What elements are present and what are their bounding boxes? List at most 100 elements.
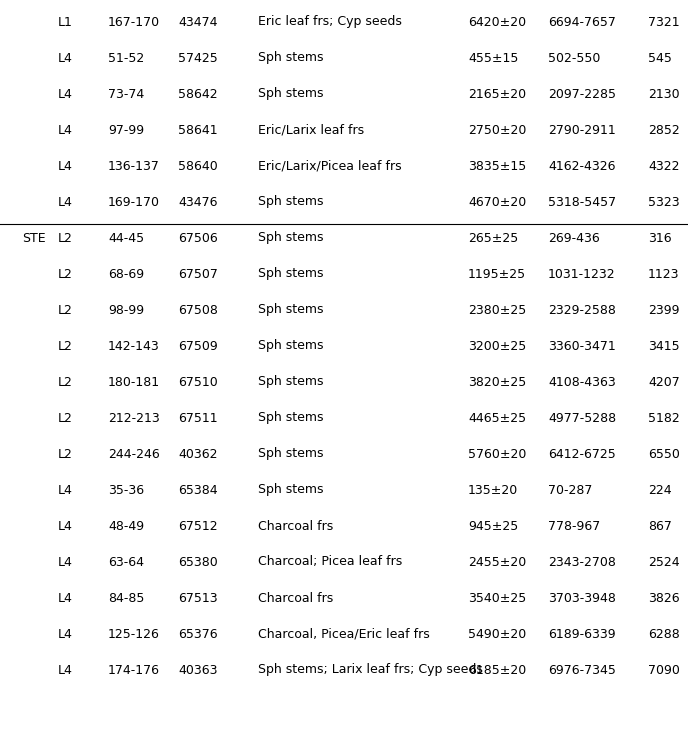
- Text: 455±15: 455±15: [468, 51, 518, 65]
- Text: 5760±20: 5760±20: [468, 447, 526, 461]
- Text: 316: 316: [648, 232, 671, 245]
- Text: 2343-2708: 2343-2708: [548, 556, 616, 568]
- Text: 6185±20: 6185±20: [468, 663, 526, 677]
- Text: 5318-5457: 5318-5457: [548, 195, 616, 209]
- Text: 57425: 57425: [178, 51, 217, 65]
- Text: L4: L4: [58, 663, 73, 677]
- Text: 244-246: 244-246: [108, 447, 160, 461]
- Text: 3200±25: 3200±25: [468, 340, 526, 352]
- Text: 2329-2588: 2329-2588: [548, 303, 616, 317]
- Text: 3540±25: 3540±25: [468, 591, 526, 605]
- Text: Sph stems: Sph stems: [258, 51, 323, 65]
- Text: L4: L4: [58, 628, 73, 640]
- Text: 63-64: 63-64: [108, 556, 144, 568]
- Text: Sph stems: Sph stems: [258, 232, 323, 245]
- Text: 212-213: 212-213: [108, 412, 160, 424]
- Text: 65384: 65384: [178, 484, 217, 496]
- Text: 2750±20: 2750±20: [468, 123, 526, 137]
- Text: Charcoal frs: Charcoal frs: [258, 519, 333, 533]
- Text: 73-74: 73-74: [108, 88, 144, 100]
- Text: L4: L4: [58, 195, 73, 209]
- Text: 167-170: 167-170: [108, 16, 160, 28]
- Text: Eric leaf frs; Cyp seeds: Eric leaf frs; Cyp seeds: [258, 16, 402, 28]
- Text: 4977-5288: 4977-5288: [548, 412, 616, 424]
- Text: Charcoal; Picea leaf frs: Charcoal; Picea leaf frs: [258, 556, 402, 568]
- Text: 6412-6725: 6412-6725: [548, 447, 616, 461]
- Text: L2: L2: [58, 268, 73, 280]
- Text: 5323: 5323: [648, 195, 680, 209]
- Text: L4: L4: [58, 88, 73, 100]
- Text: 6694-7657: 6694-7657: [548, 16, 616, 28]
- Text: 1195±25: 1195±25: [468, 268, 526, 280]
- Text: Sph stems: Sph stems: [258, 412, 323, 424]
- Text: 48-49: 48-49: [108, 519, 144, 533]
- Text: 43474: 43474: [178, 16, 217, 28]
- Text: 6550: 6550: [648, 447, 680, 461]
- Text: 6288: 6288: [648, 628, 680, 640]
- Text: 67512: 67512: [178, 519, 217, 533]
- Text: L2: L2: [58, 232, 73, 245]
- Text: 778-967: 778-967: [548, 519, 600, 533]
- Text: 3415: 3415: [648, 340, 680, 352]
- Text: 3703-3948: 3703-3948: [548, 591, 616, 605]
- Text: 867: 867: [648, 519, 672, 533]
- Text: 58641: 58641: [178, 123, 217, 137]
- Text: 174-176: 174-176: [108, 663, 160, 677]
- Text: L2: L2: [58, 447, 73, 461]
- Text: L4: L4: [58, 484, 73, 496]
- Text: 4670±20: 4670±20: [468, 195, 526, 209]
- Text: L2: L2: [58, 375, 73, 389]
- Text: 40362: 40362: [178, 447, 217, 461]
- Text: 2097-2285: 2097-2285: [548, 88, 616, 100]
- Text: 67508: 67508: [178, 303, 218, 317]
- Text: Sph stems: Sph stems: [258, 303, 323, 317]
- Text: Sph stems: Sph stems: [258, 484, 323, 496]
- Text: 67506: 67506: [178, 232, 217, 245]
- Text: L4: L4: [58, 51, 73, 65]
- Text: 70-287: 70-287: [548, 484, 592, 496]
- Text: 224: 224: [648, 484, 671, 496]
- Text: 945±25: 945±25: [468, 519, 518, 533]
- Text: 67510: 67510: [178, 375, 217, 389]
- Text: Sph stems: Sph stems: [258, 195, 323, 209]
- Text: 502-550: 502-550: [548, 51, 601, 65]
- Text: 4207: 4207: [648, 375, 680, 389]
- Text: 2399: 2399: [648, 303, 680, 317]
- Text: 67509: 67509: [178, 340, 217, 352]
- Text: 6189-6339: 6189-6339: [548, 628, 616, 640]
- Text: L2: L2: [58, 412, 73, 424]
- Text: 35-36: 35-36: [108, 484, 144, 496]
- Text: 3820±25: 3820±25: [468, 375, 526, 389]
- Text: 169-170: 169-170: [108, 195, 160, 209]
- Text: L4: L4: [58, 591, 73, 605]
- Text: 2524: 2524: [648, 556, 680, 568]
- Text: L4: L4: [58, 556, 73, 568]
- Text: 3835±15: 3835±15: [468, 160, 526, 172]
- Text: 4108-4363: 4108-4363: [548, 375, 616, 389]
- Text: 269-436: 269-436: [548, 232, 600, 245]
- Text: Sph stems; Larix leaf frs; Cyp seeds: Sph stems; Larix leaf frs; Cyp seeds: [258, 663, 483, 677]
- Text: 68-69: 68-69: [108, 268, 144, 280]
- Text: 135±20: 135±20: [468, 484, 518, 496]
- Text: L4: L4: [58, 160, 73, 172]
- Text: 136-137: 136-137: [108, 160, 160, 172]
- Text: 180-181: 180-181: [108, 375, 160, 389]
- Text: 4162-4326: 4162-4326: [548, 160, 616, 172]
- Text: 3360-3471: 3360-3471: [548, 340, 616, 352]
- Text: L4: L4: [58, 123, 73, 137]
- Text: 545: 545: [648, 51, 672, 65]
- Text: Sph stems: Sph stems: [258, 340, 323, 352]
- Text: 2790-2911: 2790-2911: [548, 123, 616, 137]
- Text: 142-143: 142-143: [108, 340, 160, 352]
- Text: 65376: 65376: [178, 628, 217, 640]
- Text: 7321: 7321: [648, 16, 680, 28]
- Text: 2165±20: 2165±20: [468, 88, 526, 100]
- Text: 2455±20: 2455±20: [468, 556, 526, 568]
- Text: STE: STE: [22, 232, 45, 245]
- Text: 5182: 5182: [648, 412, 680, 424]
- Text: 58642: 58642: [178, 88, 217, 100]
- Text: 1123: 1123: [648, 268, 680, 280]
- Text: 4465±25: 4465±25: [468, 412, 526, 424]
- Text: 3826: 3826: [648, 591, 680, 605]
- Text: 4322: 4322: [648, 160, 680, 172]
